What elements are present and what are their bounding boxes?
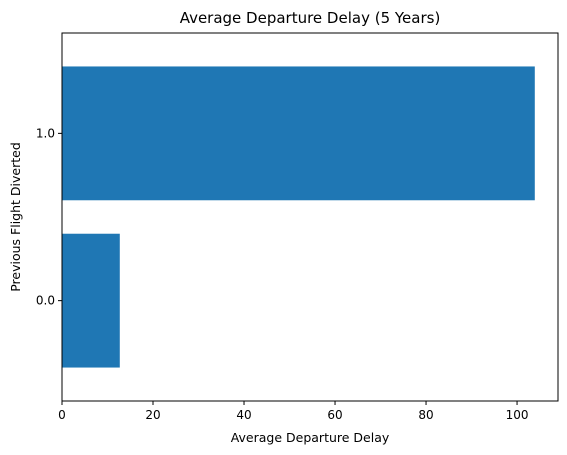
y-tick-label: 0.0 xyxy=(36,294,55,308)
x-tick-label: 0 xyxy=(58,408,66,422)
x-tick-label: 60 xyxy=(327,408,342,422)
x-tick-label: 40 xyxy=(236,408,251,422)
x-tick-label: 100 xyxy=(506,408,529,422)
x-tick-label: 80 xyxy=(418,408,433,422)
bar-1-0 xyxy=(62,66,535,201)
bars-group xyxy=(62,66,535,368)
y-axis-ticks: 0.0 1.0 xyxy=(36,126,62,308)
y-axis-label: Previous Flight Diverted xyxy=(8,142,23,292)
chart-title: Average Departure Delay (5 Years) xyxy=(180,9,441,27)
x-tick-label: 20 xyxy=(145,408,160,422)
x-axis-label: Average Departure Delay xyxy=(231,430,390,445)
y-tick-label: 1.0 xyxy=(36,126,55,140)
plot-frame xyxy=(61,32,559,402)
x-axis-ticks: 0 20 40 60 80 100 xyxy=(58,401,528,422)
bar-0-0 xyxy=(62,233,120,368)
